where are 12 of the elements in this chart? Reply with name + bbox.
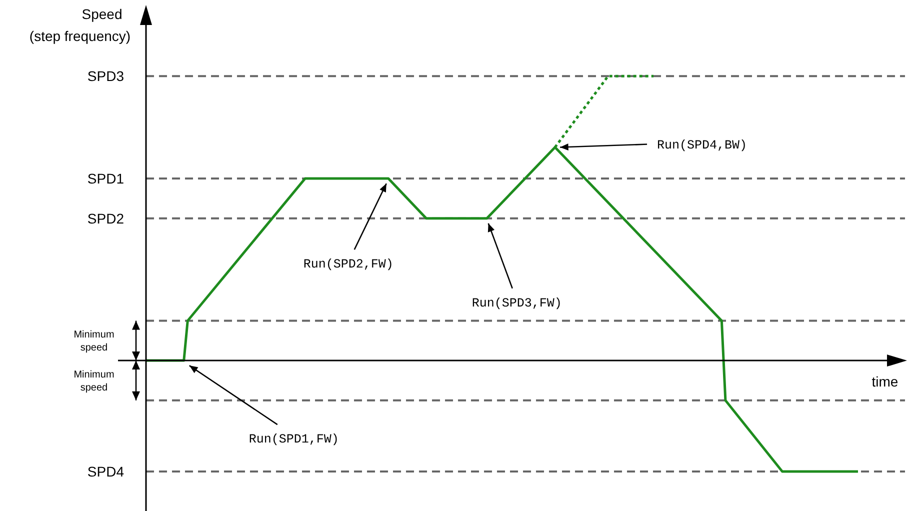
annotation: Run(SPD4,BW) (657, 138, 748, 152)
annotation: Run(SPD3,FW) (472, 296, 562, 310)
annotation: Run(SPD2,FW) (303, 258, 394, 272)
text: Minimum speed (74, 330, 114, 354)
ref-line-label: SPD1 (87, 170, 124, 187)
x-axis-title: time (872, 374, 898, 390)
text: Minimum speed (74, 369, 114, 394)
ref-line-label: SPD3 (87, 68, 124, 84)
y-axis-title: Speed (step frequency) (29, 6, 131, 44)
annotation: Run(SPD1,FW) (248, 432, 339, 447)
ref-line-label: SPD2 (87, 210, 124, 226)
ref-line-label: SPD4 (87, 463, 124, 480)
